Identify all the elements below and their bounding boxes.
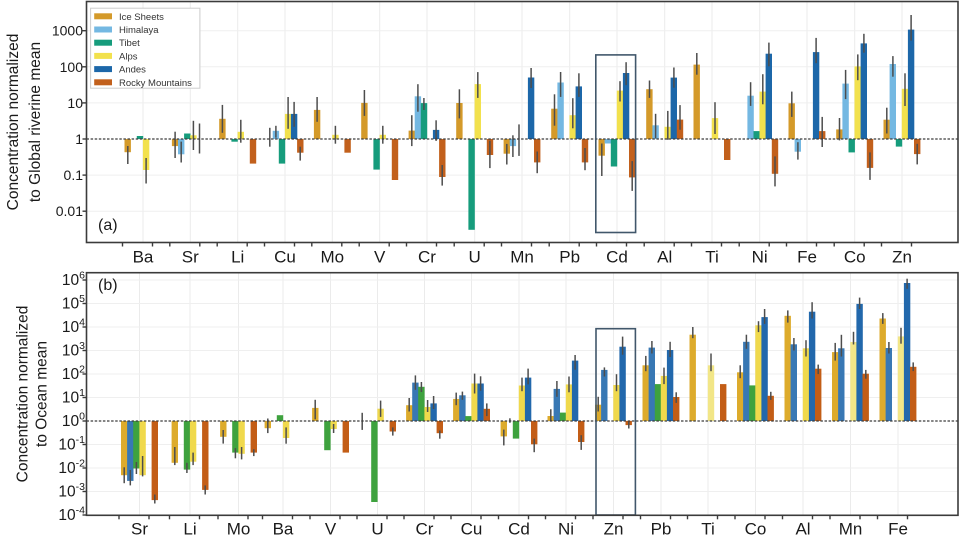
svg-text:V: V <box>325 520 337 539</box>
svg-text:Alps: Alps <box>119 51 138 62</box>
svg-text:Cd: Cd <box>508 520 530 539</box>
svg-text:Andes: Andes <box>119 65 146 76</box>
svg-text:Ti: Ti <box>701 520 715 539</box>
svg-text:Ni: Ni <box>752 248 768 267</box>
svg-text:Fe: Fe <box>797 248 817 267</box>
svg-text:Ni: Ni <box>558 520 574 539</box>
svg-text:Al: Al <box>657 248 672 267</box>
svg-text:Cr: Cr <box>416 520 434 539</box>
svg-text:Zn: Zn <box>604 520 624 539</box>
svg-text:Al: Al <box>795 520 810 539</box>
svg-text:(b): (b) <box>98 277 118 294</box>
svg-text:Ti: Ti <box>705 248 719 267</box>
svg-text:1: 1 <box>75 131 83 147</box>
svg-text:Li: Li <box>183 520 196 539</box>
svg-text:10: 10 <box>67 95 83 111</box>
svg-text:Mn: Mn <box>839 520 863 539</box>
svg-text:Pb: Pb <box>559 248 580 267</box>
svg-text:1000: 1000 <box>52 23 83 39</box>
svg-text:Rocky Mountains: Rocky Mountains <box>119 78 192 89</box>
svg-text:Mo: Mo <box>227 520 251 539</box>
svg-text:Cu: Cu <box>461 520 483 539</box>
svg-text:U: U <box>371 520 383 539</box>
svg-text:Concentration normalized: Concentration normalized <box>15 306 32 483</box>
svg-text:Cr: Cr <box>418 248 436 267</box>
svg-text:Sr: Sr <box>131 520 148 539</box>
svg-text:Cu: Cu <box>274 248 296 267</box>
svg-text:0.01: 0.01 <box>56 203 83 219</box>
svg-text:Mo: Mo <box>320 248 344 267</box>
svg-text:Li: Li <box>231 248 244 267</box>
svg-text:Ba: Ba <box>133 248 154 267</box>
svg-text:Mn: Mn <box>510 248 534 267</box>
svg-text:Zn: Zn <box>892 248 912 267</box>
svg-text:Co: Co <box>745 520 767 539</box>
svg-text:Tibet: Tibet <box>119 38 140 49</box>
svg-text:to Global riverine mean: to Global riverine mean <box>27 42 44 202</box>
svg-text:Ba: Ba <box>273 520 294 539</box>
svg-text:Concentration normalized: Concentration normalized <box>5 34 22 211</box>
svg-text:U: U <box>469 248 481 267</box>
svg-text:100: 100 <box>60 59 84 75</box>
svg-text:0.1: 0.1 <box>64 167 84 183</box>
svg-text:to Ocean mean: to Ocean mean <box>34 341 51 447</box>
svg-text:Cd: Cd <box>606 248 628 267</box>
svg-text:V: V <box>374 248 386 267</box>
svg-text:Himalaya: Himalaya <box>119 25 159 36</box>
svg-text:Fe: Fe <box>888 520 908 539</box>
svg-text:(a): (a) <box>98 217 118 234</box>
svg-text:Pb: Pb <box>651 520 672 539</box>
svg-text:Ice Sheets: Ice Sheets <box>119 12 164 23</box>
svg-text:Co: Co <box>844 248 866 267</box>
svg-text:Sr: Sr <box>182 248 199 267</box>
